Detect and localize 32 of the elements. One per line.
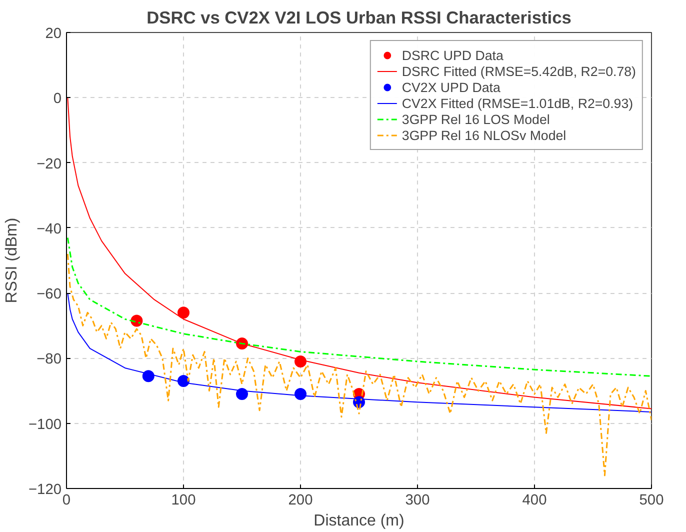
line-series [66, 236, 652, 377]
y-axis-title: RSSI (dBm) [3, 218, 20, 304]
x-tick-label: 500 [639, 492, 664, 508]
legend-label: CV2X UPD Data [402, 79, 500, 95]
point [236, 388, 248, 400]
y-tick-label: −20 [36, 156, 62, 172]
legend-label: DSRC UPD Data [402, 47, 504, 63]
point [294, 355, 306, 368]
y-tick-label: −100 [28, 416, 62, 433]
line-series [67, 292, 652, 412]
legend-label: 3GPP Rel 16 NLOSv Model [402, 127, 566, 143]
x-tick-label: 300 [405, 492, 430, 508]
y-tick-label: −80 [36, 352, 62, 368]
y-tick-label: 20 [45, 26, 62, 42]
line-series [67, 97, 652, 410]
legend-label: 3GPP Rel 16 LOS Model [402, 111, 550, 127]
chart-title: DSRC vs CV2X V2I LOS Urban RSSI Characteristics [146, 8, 572, 28]
point [130, 314, 143, 327]
y-tick-label: −60 [36, 286, 62, 303]
x-axis-title: Distance (m) [314, 512, 404, 530]
x-tick-label: 100 [171, 492, 196, 508]
y-tick-label: 0 [53, 91, 62, 108]
y-tick-label: −120 [28, 482, 62, 498]
point [178, 306, 190, 319]
point [294, 388, 306, 400]
point [142, 370, 154, 382]
legend-label: CV2X Fitted (RMSE=1.01dB, R2=0.93) [402, 95, 634, 111]
x-tick-label: 200 [288, 492, 313, 508]
x-tick-label: 400 [522, 492, 547, 508]
line-series [66, 253, 652, 476]
y-tick-label: −40 [36, 221, 62, 238]
legend-label: DSRC Fitted (RMSE=5.42dB, R2=0.78) [402, 63, 636, 79]
